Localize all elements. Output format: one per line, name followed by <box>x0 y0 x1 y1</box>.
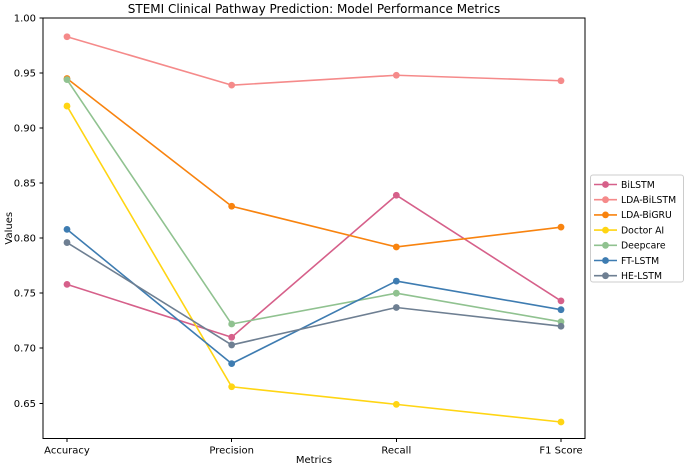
legend-label: LDA-BiGRU <box>621 210 672 221</box>
series-line-BiLSTM <box>66 194 562 339</box>
data-point-Deepcare-Precision <box>228 320 236 328</box>
legend-marker <box>602 196 609 204</box>
series-line-LDA-BiGRU <box>66 77 562 248</box>
series-line-Deepcare <box>66 78 562 325</box>
y-axis-label: Values <box>4 212 15 245</box>
legend-marker <box>602 226 609 234</box>
data-point-LDA-BiLSTM-F1 Score <box>557 77 565 85</box>
data-point-HE-LSTM-Precision <box>228 341 236 349</box>
legend-label: BiLSTM <box>621 180 655 191</box>
data-point-Doctor AI-Precision <box>228 383 236 391</box>
series-line-FT-LSTM <box>66 228 562 365</box>
y-tick-label: 0.75 <box>14 289 36 300</box>
chart-title: STEMI Clinical Pathway Prediction: Model… <box>128 2 501 16</box>
x-tick-label: Precision <box>209 446 254 457</box>
series-line-HE-LSTM <box>66 241 562 346</box>
data-point-FT-LSTM-Precision <box>228 360 236 368</box>
legend-marker <box>602 211 609 219</box>
x-axis-label: Metrics <box>296 455 332 466</box>
plot-frame <box>42 17 586 439</box>
data-point-LDA-BiLSTM-Precision <box>228 81 236 89</box>
legend-label: Doctor AI <box>621 225 664 236</box>
x-tick-label: Recall <box>381 446 411 457</box>
data-point-HE-LSTM-Accuracy <box>63 239 71 246</box>
data-point-BiLSTM-F1 Score <box>557 297 565 305</box>
data-point-Deepcare-Accuracy <box>63 76 71 84</box>
data-point-Doctor AI-F1 Score <box>557 418 565 426</box>
x-tick-label: Accuracy <box>44 446 90 457</box>
y-tick-label: 1.00 <box>14 14 36 25</box>
data-point-LDA-BiLSTM-Accuracy <box>63 33 71 41</box>
data-point-FT-LSTM-F1 Score <box>557 306 565 314</box>
data-point-BiLSTM-Recall <box>392 191 400 199</box>
legend-marker <box>602 181 609 188</box>
series-line-Doctor AI <box>66 105 562 423</box>
data-point-LDA-BiLSTM-Recall <box>392 71 400 79</box>
x-tick-label: F1 Score <box>539 446 582 457</box>
data-point-Deepcare-Recall <box>392 289 400 297</box>
legend-marker <box>602 241 609 249</box>
legend-label: HE-LSTM <box>621 271 662 282</box>
legend-marker <box>602 272 609 280</box>
data-point-FT-LSTM-Accuracy <box>63 225 71 233</box>
legend-label: LDA-BiLSTM <box>621 195 676 206</box>
series-line-LDA-BiLSTM <box>66 35 562 86</box>
y-tick-label: 0.80 <box>14 234 36 245</box>
data-point-BiLSTM-Accuracy <box>63 280 71 288</box>
y-tick-label: 0.65 <box>14 399 36 410</box>
data-point-LDA-BiGRU-Recall <box>392 243 400 251</box>
data-point-Doctor AI-Accuracy <box>63 102 71 110</box>
legend-marker <box>602 257 609 264</box>
data-point-HE-LSTM-Recall <box>392 304 400 311</box>
data-point-LDA-BiGRU-Precision <box>228 202 236 210</box>
y-tick-label: 0.95 <box>14 69 36 80</box>
legend-box <box>590 174 684 283</box>
y-tick-label: 0.70 <box>14 344 36 355</box>
y-tick-label: 0.90 <box>14 124 36 135</box>
data-point-Doctor AI-Recall <box>392 400 400 408</box>
legend-label: Deepcare <box>621 241 666 252</box>
legend-label: FT-LSTM <box>621 256 659 267</box>
y-tick-label: 0.85 <box>14 179 36 190</box>
data-point-LDA-BiGRU-F1 Score <box>557 223 565 231</box>
data-point-BiLSTM-Precision <box>228 333 236 341</box>
data-point-FT-LSTM-Recall <box>392 277 400 285</box>
data-point-HE-LSTM-F1 Score <box>557 322 565 330</box>
